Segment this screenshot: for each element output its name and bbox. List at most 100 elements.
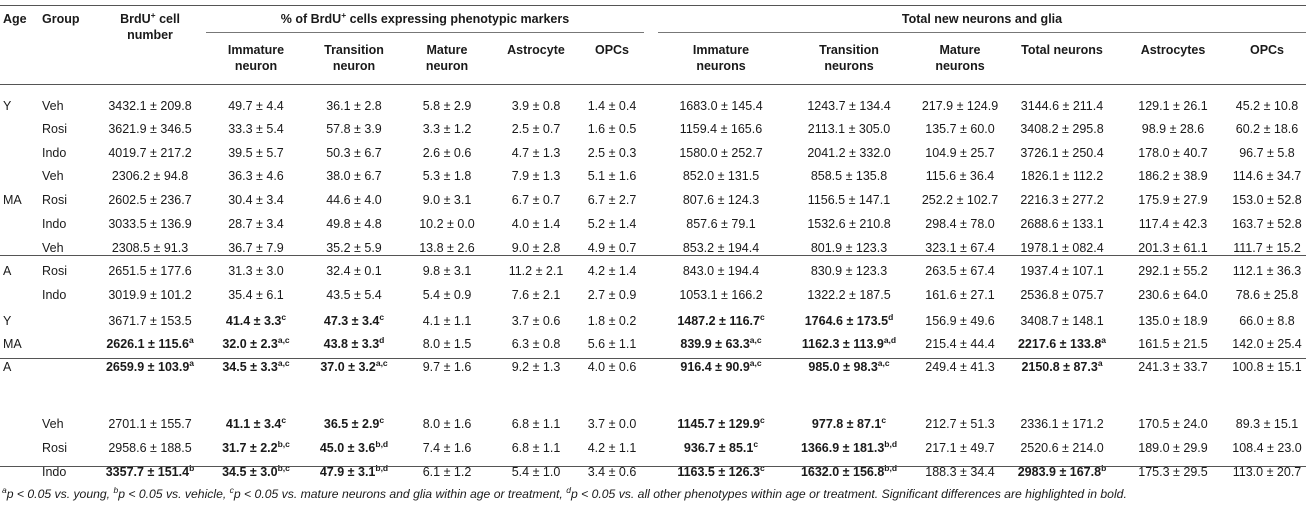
table-cell: 6.1 ± 1.2 — [422, 465, 472, 479]
footnote-text: p < 0.05 vs. vehicle, — [118, 487, 230, 501]
table-cell: 2983.9 ± 167.8b — [1017, 463, 1107, 479]
column-header: Transition neurons — [784, 42, 914, 74]
table-cell: 2.6 ± 0.6 — [422, 146, 472, 160]
table-cell: 4.2 ± 1.4 — [587, 264, 637, 278]
column-header-line: neurons — [824, 59, 874, 73]
table-cell: 1162.3 ± 113.9a,d — [801, 335, 897, 351]
footnote-marker: b — [113, 485, 119, 495]
table-cell: 66.0 ± 8.8 — [1239, 314, 1295, 328]
table-cell: 49.8 ± 4.8 — [326, 217, 382, 231]
table-row: A Rosi 2651.5 ± 177.6 31.3 ± 3.0 32.4 ± 0.1 9… — [0, 263, 1306, 279]
table-cell: 1978.1 ± 082.4 — [1020, 241, 1104, 255]
table-cell: 2.5 ± 0.7 — [511, 122, 561, 136]
table-cell: 161.6 ± 27.1 — [925, 288, 995, 302]
table-cell: 4.9 ± 0.7 — [587, 241, 637, 255]
table-cell: 32.4 ± 0.1 — [326, 264, 382, 278]
table-cell: 7.6 ± 2.1 — [511, 288, 561, 302]
table-row: Veh 2308.5 ± 91.3 36.7 ± 7.9 35.2 ± 5.9 13.8… — [0, 240, 1306, 256]
column-header-line: OPCs — [1249, 43, 1285, 57]
table-cell: 36.3 ± 4.6 — [228, 169, 284, 183]
table-cell: 4.2 ± 1.1 — [587, 441, 637, 455]
table-cell: 117.4 ± 42.3 — [1138, 217, 1208, 231]
table-cell: 852.0 ± 131.5 — [682, 169, 760, 183]
table-cell: 135.7 ± 60.0 — [925, 122, 995, 136]
footnote-text: p < 0.05 vs. all other phenotypes within… — [570, 487, 1127, 501]
table-cell: 36.1 ± 2.8 — [326, 99, 382, 113]
row-age: Y — [3, 99, 12, 113]
header-total-group: Total new neurons and glia — [901, 12, 1063, 26]
table-cell: 31.7 ± 2.2b,c — [222, 439, 290, 455]
table-cell: 161.5 ± 21.5 — [1138, 337, 1208, 351]
table-cell: 7.4 ± 1.6 — [422, 441, 472, 455]
header-percent-group: % of BrdU+ cells expressing phenotypic m… — [280, 10, 570, 26]
table-cell: 35.2 ± 5.9 — [326, 241, 382, 255]
table-cell: 212.7 ± 51.3 — [925, 417, 995, 431]
table-cell: 5.8 ± 2.9 — [422, 99, 472, 113]
table-cell: 2.5 ± 0.3 — [587, 146, 637, 160]
table-cell: 6.3 ± 0.8 — [511, 337, 561, 351]
column-header: Mature neuron — [402, 42, 492, 74]
table-cell: 11.2 ± 2.1 — [508, 264, 564, 278]
table-cell: 1937.4 ± 107.1 — [1020, 264, 1104, 278]
table-cell: 43.8 ± 3.3d — [323, 335, 385, 351]
row-age: A — [3, 360, 12, 374]
table-cell: 1053.1 ± 166.2 — [679, 288, 763, 302]
table-cell: 153.0 ± 52.8 — [1232, 193, 1302, 207]
table-cell: 100.8 ± 15.1 — [1232, 360, 1302, 374]
table-cell: 1.6 ± 0.5 — [587, 122, 637, 136]
table-cell: 111.7 ± 15.2 — [1233, 241, 1301, 255]
table-cell: 37.0 ± 3.2a,c — [320, 358, 388, 374]
table-row: Indo 4019.7 ± 217.2 39.5 ± 5.7 50.3 ± 6.7 2.… — [0, 145, 1306, 161]
table-cell: 135.0 ± 18.9 — [1138, 314, 1208, 328]
column-header-line: neuron — [234, 59, 278, 73]
table-cell: 839.9 ± 63.3a,c — [680, 335, 762, 351]
table-cell: 78.6 ± 25.8 — [1235, 288, 1299, 302]
table-cell: 178.0 ± 40.7 — [1138, 146, 1208, 160]
table-cell: 129.1 ± 26.1 — [1138, 99, 1208, 113]
column-header-line: Astrocytes — [1140, 43, 1206, 57]
table-cell: 3432.1 ± 209.8 — [108, 99, 192, 113]
footnote-marker: a — [2, 485, 7, 495]
table-cell: 5.4 ± 0.9 — [422, 288, 472, 302]
section-rule-2 — [0, 358, 1306, 359]
table-cell: 4019.7 ± 217.2 — [108, 146, 192, 160]
table-cell: 3.4 ± 0.6 — [587, 465, 637, 479]
table-cell: 217.1 ± 49.7 — [925, 441, 995, 455]
table-cell: 2216.3 ± 277.2 — [1020, 193, 1104, 207]
table-cell: 28.7 ± 3.4 — [228, 217, 284, 231]
table-cell: 36.5 ± 2.9c — [323, 415, 385, 431]
column-header-line: neuron — [332, 59, 376, 73]
column-header-line: Total neurons — [1021, 43, 1103, 57]
table-cell: 6.7 ± 0.7 — [511, 193, 561, 207]
row-group: Veh — [42, 241, 64, 255]
header-brdu-cell-number: BrdU+ cell number — [120, 10, 180, 42]
header-bottom-rule — [0, 84, 1306, 85]
table-cell: 175.9 ± 27.9 — [1138, 193, 1208, 207]
table-cell: 44.6 ± 4.0 — [326, 193, 382, 207]
table-cell: 33.3 ± 5.4 — [228, 122, 284, 136]
table-cell: 2308.5 ± 91.3 — [111, 241, 189, 255]
table-cell: 1764.6 ± 173.5d — [804, 312, 894, 328]
table-cell: 170.5 ± 24.0 — [1138, 417, 1208, 431]
row-age: A — [3, 264, 12, 278]
table-row: Rosi 3621.9 ± 346.5 33.3 ± 5.4 57.8 ± 3.9 3.… — [0, 121, 1306, 137]
table-cell: 98.9 ± 28.6 — [1141, 122, 1205, 136]
column-header-line: Mature — [426, 43, 468, 57]
column-header-line: Immature — [227, 43, 285, 57]
table-cell: 4.7 ± 1.3 — [511, 146, 561, 160]
column-header-line: Immature — [692, 43, 750, 57]
table-cell: 34.5 ± 3.0b,c — [222, 463, 290, 479]
table-cell: 843.0 ± 194.4 — [682, 264, 760, 278]
table-cell: 175.3 ± 29.5 — [1138, 465, 1208, 479]
table-cell: 801.9 ± 123.3 — [810, 241, 888, 255]
table-cell: 45.2 ± 10.8 — [1235, 99, 1299, 113]
table-cell: 5.1 ± 1.6 — [587, 169, 637, 183]
table-cell: 1156.5 ± 147.1 — [807, 193, 891, 207]
table-cell: 1683.0 ± 145.4 — [679, 99, 763, 113]
table-cell: 249.4 ± 41.3 — [925, 360, 995, 374]
table-row: Rosi 2958.6 ± 188.5 31.7 ± 2.2b,c 45.0 ± 3.… — [0, 440, 1306, 456]
table-cell: 2701.1 ± 155.7 — [108, 417, 192, 431]
table-cell: 9.2 ± 1.3 — [511, 360, 561, 374]
table-cell: 2217.6 ± 133.8a — [1017, 335, 1107, 351]
row-age: Y — [3, 314, 12, 328]
